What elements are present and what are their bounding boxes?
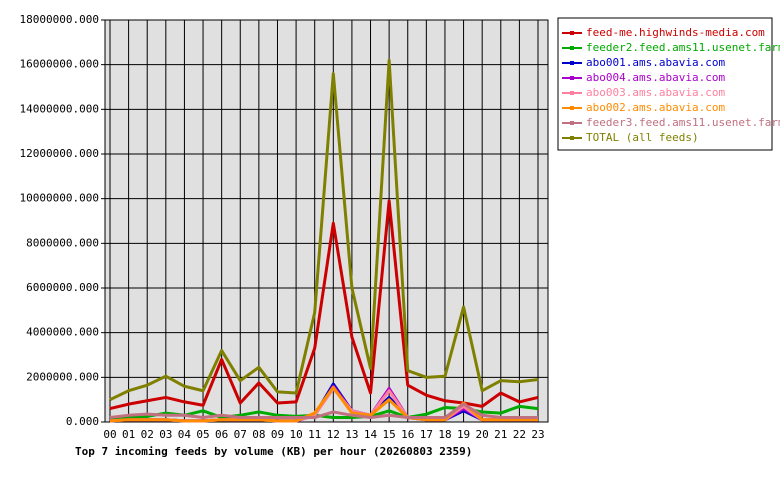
series-line xyxy=(109,199,539,411)
x-tick-label: 07 xyxy=(234,428,247,441)
x-tick-label: 19 xyxy=(457,428,470,441)
x-tick-label: 06 xyxy=(215,428,228,441)
y-tick-label: 6000000.000 xyxy=(26,281,99,294)
x-tick-label: 11 xyxy=(308,428,321,441)
y-tick-label: 12000000.000 xyxy=(20,147,99,160)
y-tick-label: 4000000.000 xyxy=(26,326,99,339)
x-tick-label: 16 xyxy=(401,428,414,441)
x-tick-label: 03 xyxy=(159,428,172,441)
y-tick-label: 8000000.000 xyxy=(26,236,99,249)
x-tick-label: 20 xyxy=(476,428,489,441)
x-tick-label: 15 xyxy=(383,428,396,441)
legend-marker xyxy=(570,106,574,110)
x-tick-label: 23 xyxy=(531,428,544,441)
legend-marker xyxy=(570,31,574,35)
x-tick-label: 02 xyxy=(141,428,154,441)
legend-label: feeder2.feed.ams11.usenet.farm xyxy=(586,41,780,54)
x-tick-label: 01 xyxy=(122,428,135,441)
x-tick-label: 08 xyxy=(252,428,265,441)
x-tick-label: 10 xyxy=(289,428,302,441)
x-tick-label: 21 xyxy=(494,428,507,441)
legend-marker xyxy=(570,121,574,125)
legend-label: feeder3.feed.ams11.usenet.farm xyxy=(586,116,780,129)
legend-marker xyxy=(570,46,574,50)
series-line xyxy=(109,402,538,420)
legend-box xyxy=(557,17,773,151)
plot-area xyxy=(104,19,549,423)
x-tick-label: 04 xyxy=(178,428,192,441)
x-tick-label: 17 xyxy=(420,428,433,441)
legend-label: abo003.ams.abavia.com xyxy=(586,86,725,99)
y-tick-label: 10000000.000 xyxy=(20,192,99,205)
legend-marker xyxy=(570,76,574,80)
legend-label: abo002.ams.abavia.com xyxy=(586,101,725,114)
chart-title: Top 7 incoming feeds by volume (KB) per … xyxy=(75,445,472,458)
legend-label: feed-me.highwinds-media.com xyxy=(586,26,765,39)
x-tick-label: 14 xyxy=(364,428,378,441)
y-tick-label: 14000000.000 xyxy=(20,102,99,115)
x-tick-label: 18 xyxy=(438,428,451,441)
x-tick-label: 09 xyxy=(271,428,284,441)
legend-marker xyxy=(570,91,574,95)
legend-label: abo001.ams.abavia.com xyxy=(586,56,725,69)
y-tick-label: 18000000.000 xyxy=(20,13,99,26)
x-tick-label: 00 xyxy=(103,428,116,441)
legend-label: abo004.ams.abavia.com xyxy=(586,71,725,84)
legend-label: TOTAL (all feeds) xyxy=(586,131,699,144)
y-tick-label: 2000000.000 xyxy=(26,370,99,383)
x-tick-label: 05 xyxy=(196,428,209,441)
y-tick-label: 16000000.000 xyxy=(20,58,99,71)
legend-marker xyxy=(570,61,574,65)
x-tick-label: 12 xyxy=(327,428,340,441)
legend-marker xyxy=(570,136,574,140)
x-tick-label: 13 xyxy=(345,428,358,441)
x-tick-label: 22 xyxy=(513,428,526,441)
series-line xyxy=(109,58,539,402)
y-tick-label: 0.000 xyxy=(66,415,99,428)
